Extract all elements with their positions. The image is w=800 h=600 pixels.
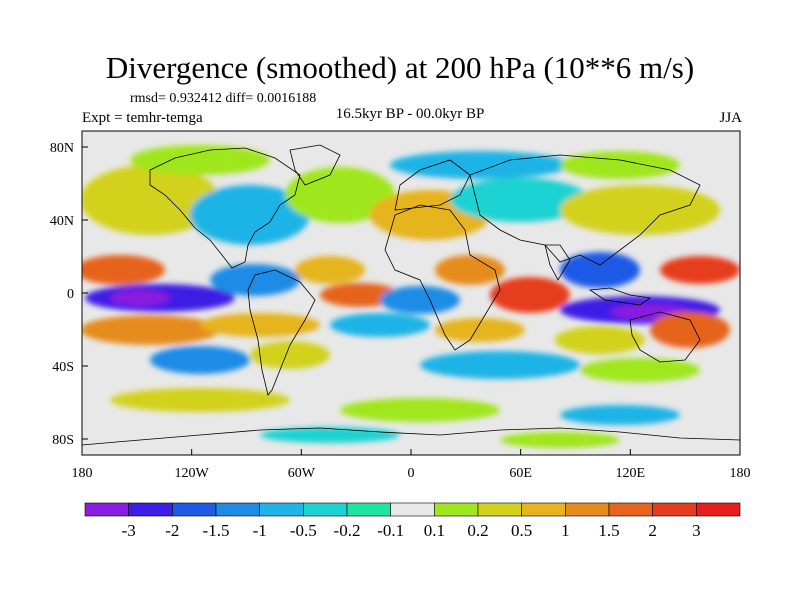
coast-south-america [247,269,316,396]
colorbar-swatch [477,502,522,517]
lon-tick-label: 120E [616,466,646,481]
field-blob [82,315,220,345]
colorbar-swatch [521,502,566,517]
colorbar-swatch [652,502,697,517]
field-blob [435,255,505,285]
coast-africa [384,204,501,351]
colorbar-label: -2 [165,521,179,540]
colorbar-label: 1 [561,521,570,540]
field-blob [295,256,365,284]
field-blob [200,313,320,337]
colorbar-swatch [128,502,173,517]
colorbar-label: -0.1 [377,521,404,540]
field-blob [250,341,330,369]
lon-tick-label: 120W [175,466,210,481]
field-blob [660,256,740,284]
stats-label: rmsd= 0.932412 diff= 0.0016188 [130,91,317,106]
lat-tick-label: 80N [50,141,74,156]
field-blob [82,165,220,235]
colorbar-label: 1.5 [598,521,619,540]
colorbar-swatch [608,502,653,517]
field-blob [650,312,730,348]
field-blob [560,252,640,288]
colorbar-swatch [259,502,304,517]
colorbar-label: -1 [253,521,267,540]
colorbar-swatch [215,502,260,517]
colorbar-swatch [434,502,479,517]
field-blob [110,388,290,412]
field-blob [560,405,680,425]
field-blob [555,326,645,354]
field-blob [150,346,250,374]
field-blob [190,185,310,245]
colorbar: -3 -2 -1.5 -1 -0.5 -0.2 -0.1 0.1 0.2 0.5 1 1.5 2 3 [84,502,741,540]
field-blob [560,185,720,235]
lon-tick-label: 0 [408,466,415,481]
lat-tick-label: 80S [52,433,74,448]
coast-australia [629,311,701,363]
field-blob [110,290,170,306]
coast-indonesia [588,287,652,306]
divergence-field [82,131,740,455]
lat-tick-label: 40S [52,360,74,375]
coast-asia [469,154,701,266]
field-blob [210,264,300,296]
lat-tick-label: 0 [67,287,74,302]
colorbar-swatch [303,502,348,517]
field-blob [500,432,620,448]
field-blob [435,318,525,342]
colorbar-label: -1.5 [203,521,230,540]
coast-north-america [149,147,301,269]
colorbar-swatch [346,502,391,517]
colorbar-swatch [390,502,435,517]
lon-tick-label: 60E [509,466,532,481]
coast-india [544,244,571,281]
colorbar-label: -3 [122,521,136,540]
colorbar-label: 2 [648,521,657,540]
field-blob [340,398,500,422]
field-blob [390,151,570,179]
coast-antarctica [82,427,740,446]
field-blob [380,286,460,314]
field-blob [420,351,580,379]
latitude-axis: 80N 40N 0 40S 80S [50,141,88,448]
coast-europe [394,159,471,211]
colorbar-label: 0.5 [511,521,532,540]
longitude-axis: 180 120W 60W 0 60E 120E 180 [72,449,751,481]
colorbar-label: 0.1 [424,521,445,540]
experiment-label: Expt = temhr-temga [82,110,203,126]
lon-tick-label: 180 [72,466,93,481]
colorbar-label: -0.2 [334,521,361,540]
lon-tick-label: 60W [288,466,316,481]
field-blob [330,313,430,337]
field-blob [580,358,700,382]
plot-title: Divergence (smoothed) at 200 hPa (10**6 … [105,50,695,85]
field-blob [490,277,570,313]
colorbar-swatch [84,502,129,517]
lon-tick-label: 180 [730,466,751,481]
season-label: JJA [719,110,742,126]
colorbar-label: 3 [692,521,701,540]
lat-tick-label: 40N [50,214,74,229]
period-label: 16.5kyr BP - 00.0kyr BP [335,106,485,122]
coastlines [82,144,740,446]
field-blob [560,151,680,179]
colorbar-swatch [696,502,741,517]
colorbar-swatch [172,502,217,517]
field-blob [450,178,590,222]
field-blob [130,145,270,175]
colorbar-swatch [565,502,610,517]
field-blob [285,167,395,223]
field-blob [82,255,165,285]
field-blob [320,283,400,307]
colorbar-label: 0.2 [467,521,488,540]
colorbar-label: -0.5 [290,521,317,540]
coast-greenland [289,144,341,186]
